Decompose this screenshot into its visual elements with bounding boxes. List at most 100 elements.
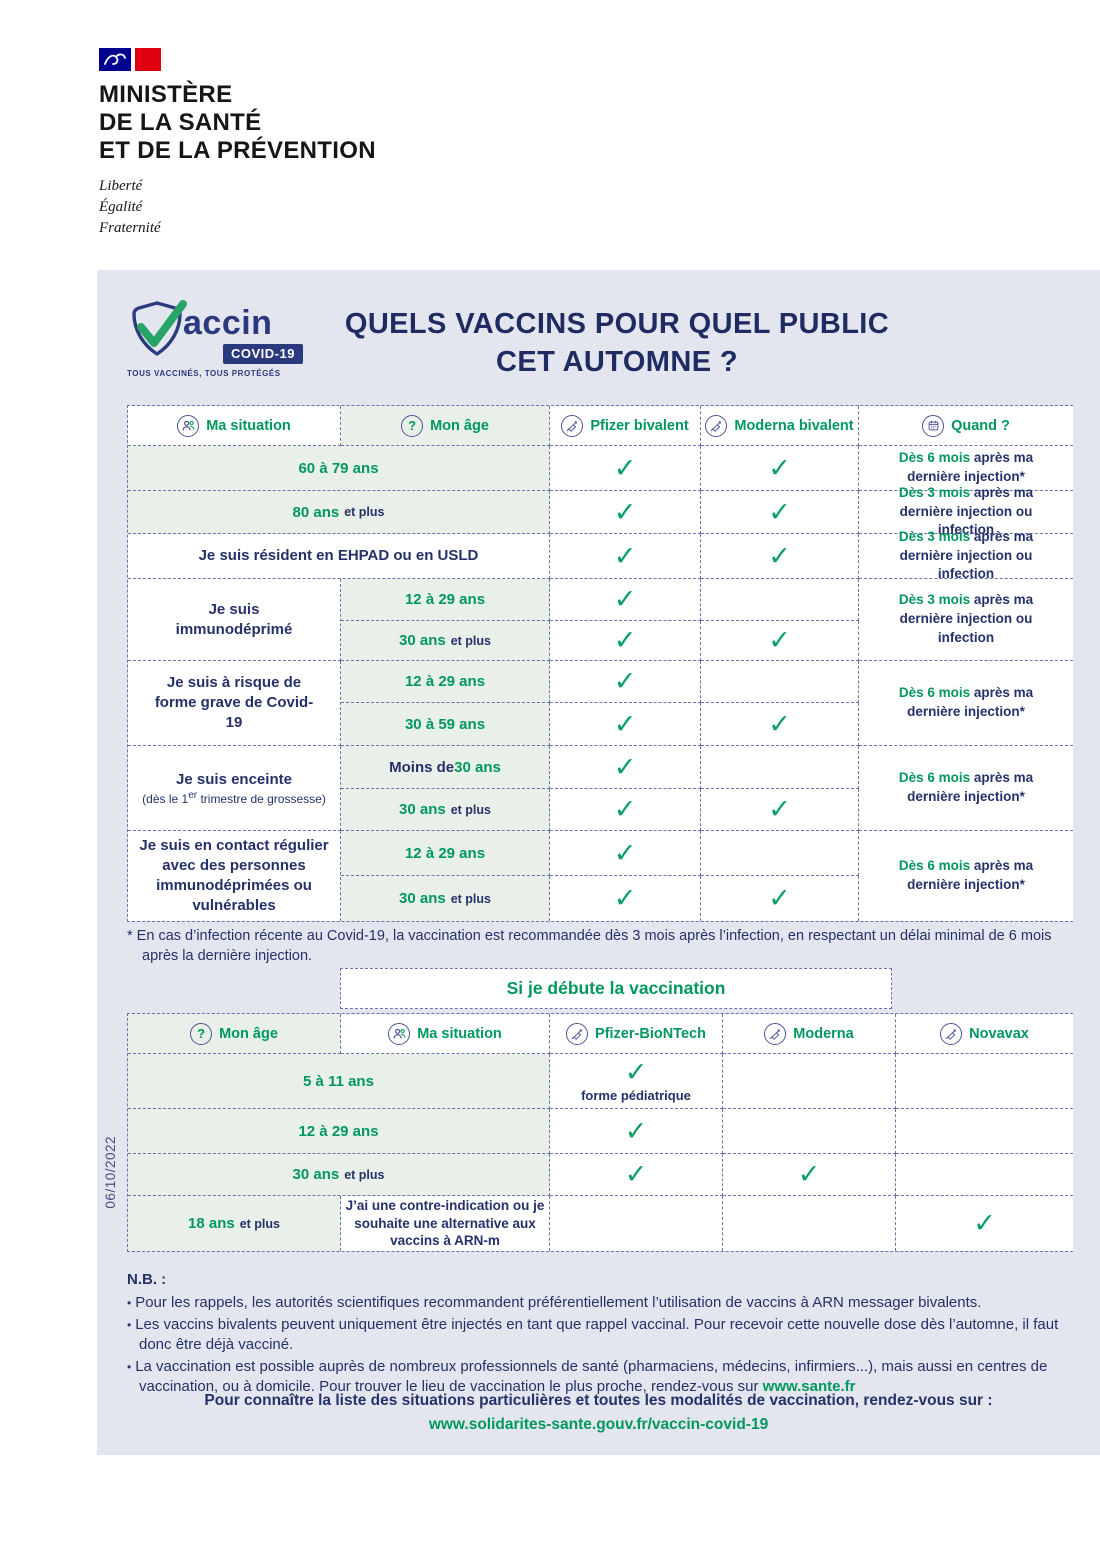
nb-bullet-3: • La vaccination est possible auprès de n… xyxy=(127,1358,1048,1396)
empty-cell xyxy=(701,579,859,621)
question-icon: ? xyxy=(190,1022,213,1045)
group-risque-label: Je suis à risque de forme grave de Covid… xyxy=(128,661,341,746)
header-mon-age: ? Mon âge xyxy=(128,1014,341,1054)
syringe-icon xyxy=(940,1022,963,1045)
booster-table: Ma situation ? Mon âge Pfizer bivalent M… xyxy=(127,405,1073,922)
forme-pediatrique-note: forme pédiatrique xyxy=(581,1088,691,1103)
motto-egalite: Égalité xyxy=(99,199,143,216)
solidarites-sante-link[interactable]: www.solidarites-sante.gouv.fr/vaccin-cov… xyxy=(428,1416,769,1433)
quand-cell: Dès 3 mois après ma dernière injection o… xyxy=(859,579,1073,661)
check-icon: ✓ xyxy=(768,452,791,483)
check-icon: ✓ xyxy=(613,584,637,614)
check-cell-pfizer: ✓ xyxy=(550,703,701,746)
ministry-name-line2: DE LA SANTÉ xyxy=(99,109,262,137)
check-cell-pfizer: ✓ xyxy=(550,876,701,921)
covid19-badge: COVID-19 xyxy=(223,344,303,364)
publication-date: 06/10/2022 xyxy=(103,1136,118,1209)
quand-cell: Dès 6 mois après ma dernière injection* xyxy=(859,661,1073,746)
check-cell-pfizer: ✓ xyxy=(550,579,701,621)
age-cell: 30 ans et plus xyxy=(341,876,550,921)
header-label: Pfizer-BioNTech xyxy=(595,1025,706,1042)
syringe-icon xyxy=(566,1022,589,1045)
brand-tagline: TOUS VACCINÉS, TOUS PROTÉGÉS xyxy=(127,369,281,378)
check-cell-pfizer: ✓ xyxy=(550,621,701,661)
row-5-11-label: 5 à 11 ans xyxy=(128,1054,550,1109)
quand-cell: Dès 3 mois après ma dernière injection o… xyxy=(859,485,1073,537)
motto-liberte: Liberté xyxy=(99,178,143,195)
check-cell-pfizer: ✓ xyxy=(550,534,701,579)
check-cell-pfizer: ✓ xyxy=(550,491,701,534)
row-60-79-label: 60 à 79 ans xyxy=(128,446,550,491)
check-cell-pfizer: ✓ forme pédiatrique xyxy=(550,1054,723,1109)
check-icon: ✓ xyxy=(768,708,791,739)
check-cell-pfizer: ✓ xyxy=(550,1109,723,1154)
check-icon: ✓ xyxy=(768,496,791,527)
footnote-asterisk: * xyxy=(127,928,133,944)
check-icon: ✓ xyxy=(613,883,637,913)
section-title: Si je débute la vaccination xyxy=(506,978,726,998)
check-cell-moderna: ✓ xyxy=(701,446,859,491)
header-label: Moderna xyxy=(793,1025,854,1042)
ministry-name: MINISTÈRE DE LA SANTÉ ET DE LA PRÉVENTIO… xyxy=(99,81,376,165)
nb-heading: N.B. : xyxy=(127,1271,167,1288)
cta-block: Pour connaître la liste des situations p… xyxy=(97,1392,1100,1434)
header-moderna: Moderna xyxy=(723,1014,896,1054)
sante-fr-link[interactable]: www.sante.fr xyxy=(762,1378,856,1396)
syringe-icon xyxy=(561,414,584,437)
check-icon: ✓ xyxy=(973,1208,996,1238)
motto-fraternite: Fraternité xyxy=(99,220,161,237)
check-cell-moderna: ✓ xyxy=(701,703,859,746)
check-cell-moderna: ✓ xyxy=(701,789,859,831)
header-pfizer-biontech: Pfizer-BioNTech xyxy=(550,1014,723,1054)
brand-name: accin xyxy=(183,304,273,342)
age-cell: 30 ans et plus xyxy=(341,789,550,831)
empty-cell xyxy=(723,1109,896,1154)
empty-cell xyxy=(701,831,859,876)
footnote: * En cas d’infection récente au Covid-19… xyxy=(127,928,1052,964)
vaccin-covid19-logo: accin COVID-19 TOUS VACCINÉS, TOUS PROTÉ… xyxy=(127,296,367,380)
ministry-logo-block: MINISTÈRE DE LA SANTÉ ET DE LA PRÉVENTIO… xyxy=(99,48,376,239)
empty-cell xyxy=(896,1109,1073,1154)
people-icon xyxy=(177,414,200,437)
header-label: Moderna bivalent xyxy=(734,417,854,434)
empty-cell xyxy=(701,746,859,789)
check-cell-moderna: ✓ xyxy=(701,876,859,921)
republic-motto: Liberté Égalité Fraternité xyxy=(99,176,376,239)
check-cell-moderna: ✓ xyxy=(701,491,859,534)
group-immuno-label: Je suis immunodéprimé xyxy=(128,579,341,661)
nb-bullet-2: • Les vaccins bivalents peuvent uniquemen… xyxy=(127,1316,1059,1354)
quand-cell: Dès 6 mois après ma dernière injection* xyxy=(859,831,1073,921)
flag-blue-marianne-icon xyxy=(99,48,131,71)
bullet-icon: • xyxy=(127,1296,132,1311)
check-icon: ✓ xyxy=(613,837,637,868)
section-si-je-debute: Si je débute la vaccination xyxy=(340,968,892,1009)
empty-cell xyxy=(723,1054,896,1109)
header-quand: Quand ? xyxy=(859,406,1073,446)
check-icon: ✓ xyxy=(797,1159,821,1189)
age-cell: 12 à 29 ans xyxy=(341,831,550,876)
check-cell-pfizer: ✓ xyxy=(550,446,701,491)
check-icon: ✓ xyxy=(613,794,637,824)
age-cell: 30 ans et plus xyxy=(341,621,550,661)
ministry-name-line1: MINISTÈRE xyxy=(99,81,233,108)
row-80-plus-label: 80 ans et plus xyxy=(128,491,550,534)
check-cell-moderna: ✓ xyxy=(701,534,859,579)
check-cell-moderna: ✓ xyxy=(701,621,859,661)
row-18-plus-label: 18 ans et plus xyxy=(128,1196,341,1251)
header-pfizer-bivalent: Pfizer bivalent xyxy=(550,406,701,446)
nb-notes: N.B. : • Pour les rappels, les autorités … xyxy=(127,1270,1079,1400)
syringe-icon xyxy=(764,1022,787,1045)
header-label: Mon âge xyxy=(219,1025,278,1042)
check-icon: ✓ xyxy=(768,540,791,571)
empty-cell xyxy=(723,1196,896,1251)
primo-vaccination-table: ? Mon âge Ma situation Pfizer-BioNTech M… xyxy=(127,1013,1073,1252)
check-icon: ✓ xyxy=(624,1057,648,1087)
bullet-icon: • xyxy=(127,1360,132,1375)
flag-red-icon xyxy=(135,48,161,71)
check-icon: ✓ xyxy=(613,540,637,571)
header-novavax: Novavax xyxy=(896,1014,1073,1054)
page-title: QUELS VACCINS POUR QUEL PUBLIC CET AUTOM… xyxy=(267,306,967,381)
header-ma-situation: Ma situation xyxy=(128,406,341,446)
check-icon: ✓ xyxy=(768,794,791,824)
